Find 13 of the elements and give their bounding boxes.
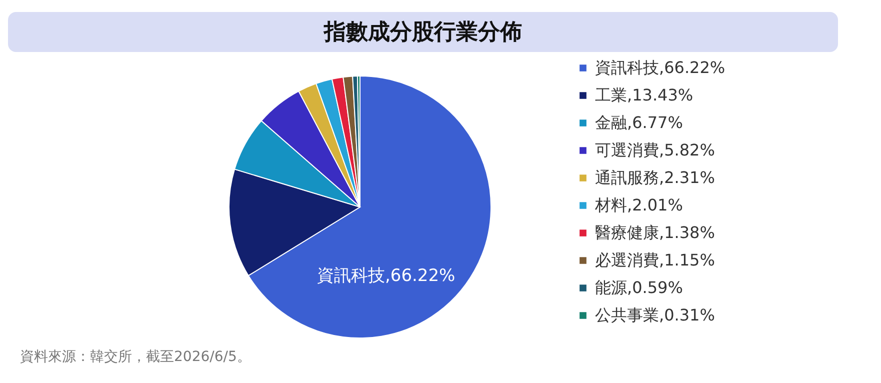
legend-label: 工業,13.43% — [595, 86, 694, 104]
legend-label: 醫療健康,1.38% — [595, 223, 715, 242]
legend-label: 資訊科技,66.22% — [595, 58, 726, 77]
legend-label: 必選消費,1.15% — [595, 250, 715, 270]
legend-label: 金融,6.77% — [595, 113, 683, 132]
legend-label: 能源,0.59% — [595, 278, 683, 297]
legend-label: 可選消費,5.82% — [595, 140, 715, 160]
chart-title: 指數成分股行業分佈 — [323, 20, 522, 45]
legend-label: 材料,2.01% — [594, 196, 683, 214]
legend-label: 通訊服務,2.31% — [595, 168, 715, 187]
legend-label: 公共事業,0.31% — [595, 306, 715, 324]
data-label: 資訊科技,66.22% — [316, 266, 456, 286]
source-note: 資料來源：韓交所，截至2026/6/5。 — [20, 349, 251, 365]
